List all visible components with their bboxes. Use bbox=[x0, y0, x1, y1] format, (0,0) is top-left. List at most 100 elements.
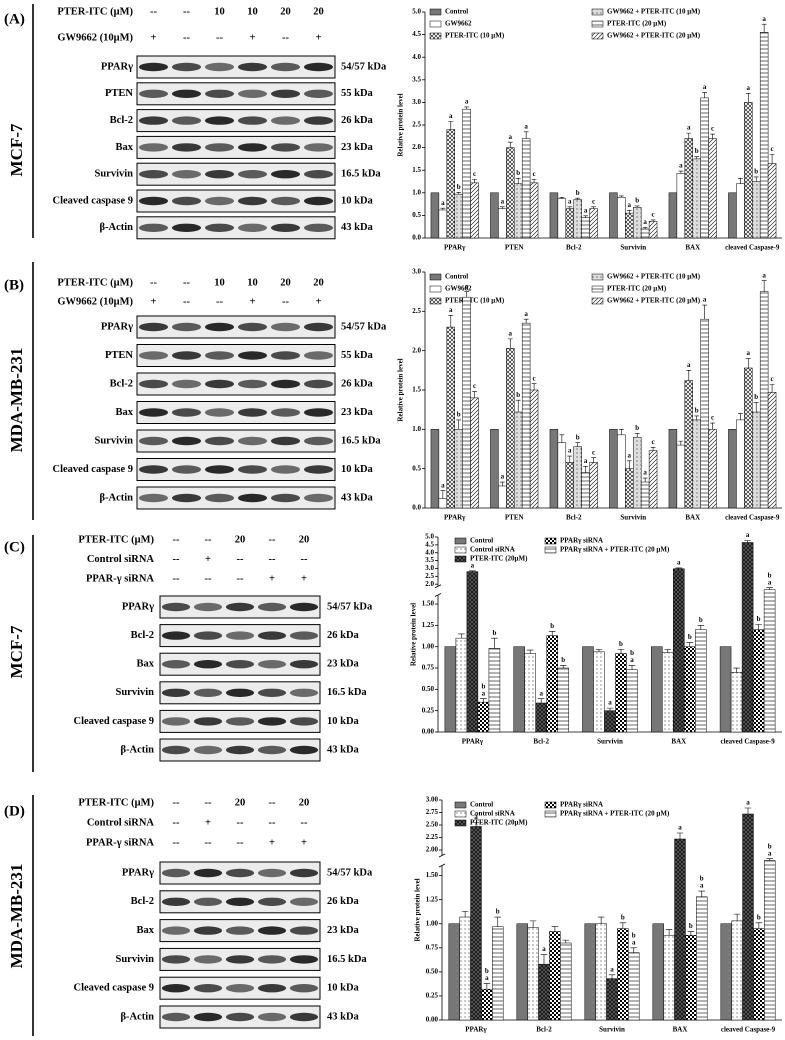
treatment-label: PTER-ITC (μM) bbox=[57, 277, 133, 288]
blot-band bbox=[225, 602, 255, 612]
bar bbox=[557, 442, 567, 509]
blot-band bbox=[171, 89, 202, 99]
significance-letter: a bbox=[465, 282, 469, 290]
y-tick-label: 3.0 bbox=[425, 564, 434, 572]
protein-label: PPARγ bbox=[101, 321, 133, 332]
blot-band bbox=[289, 688, 319, 697]
error-bar bbox=[480, 698, 487, 703]
error-bar bbox=[448, 314, 454, 328]
blot-strip bbox=[136, 344, 336, 367]
error-bar bbox=[548, 631, 556, 636]
y-tick-label: 2.5 bbox=[412, 307, 421, 315]
legend-label: PTER-ITC (20 μM) bbox=[607, 285, 667, 293]
bar bbox=[498, 485, 507, 509]
significance-letter: a bbox=[441, 199, 445, 207]
legend-swatch bbox=[591, 20, 604, 28]
blot-band bbox=[289, 717, 319, 726]
bar bbox=[454, 193, 463, 239]
blot-band bbox=[270, 465, 301, 474]
blot-band bbox=[138, 493, 169, 503]
blot-band bbox=[303, 223, 334, 232]
legend-swatch bbox=[454, 801, 467, 809]
error-bar bbox=[583, 466, 589, 473]
error-bar bbox=[753, 402, 759, 413]
blot-band bbox=[303, 116, 334, 125]
bar bbox=[549, 931, 561, 1021]
treatment-value: -- bbox=[173, 554, 180, 565]
treatment-value: -- bbox=[301, 817, 308, 828]
blot-band bbox=[171, 196, 202, 206]
blot-band bbox=[289, 631, 319, 640]
treatment-value: -- bbox=[237, 554, 244, 565]
error-bar bbox=[583, 215, 589, 218]
bar bbox=[444, 646, 457, 733]
treatment-label: PTER-ITC (μM) bbox=[57, 6, 133, 17]
molecular-weight: 23 kDa bbox=[327, 659, 360, 670]
molecular-weight: 43 kDa bbox=[327, 1011, 360, 1022]
molecular-weight: 10 kDa bbox=[327, 716, 360, 727]
error-bar bbox=[733, 667, 740, 673]
molecular-weight: 26 kDa bbox=[327, 896, 360, 907]
blot-band bbox=[204, 436, 235, 446]
legend-swatch bbox=[454, 810, 467, 818]
treatment-value: 20 bbox=[280, 6, 291, 17]
bar bbox=[446, 129, 456, 239]
blot-band bbox=[161, 631, 191, 640]
treatment-label: PTER-ITC (μM) bbox=[78, 797, 154, 808]
significance-letter: b bbox=[516, 391, 520, 399]
error-bar bbox=[464, 106, 470, 110]
blot-band bbox=[237, 322, 268, 332]
blot-band bbox=[270, 493, 301, 503]
error-bar bbox=[491, 637, 498, 649]
significance-letter: a bbox=[524, 122, 528, 130]
legend-swatch bbox=[591, 32, 604, 40]
blot-band bbox=[289, 1012, 319, 1022]
blot-band bbox=[270, 379, 301, 389]
error-bar bbox=[575, 442, 581, 447]
error-bar bbox=[562, 939, 570, 943]
blot-strip bbox=[136, 372, 336, 396]
x-tick-label: PPARγ bbox=[465, 1026, 487, 1034]
treatment-value: -- bbox=[183, 277, 190, 288]
y-tick-label: 4.5 bbox=[412, 30, 421, 38]
protein-label: β-Actin bbox=[120, 1011, 154, 1022]
axis-break bbox=[438, 863, 446, 868]
error-bar bbox=[526, 649, 534, 654]
bar bbox=[759, 291, 769, 509]
bar bbox=[589, 462, 598, 509]
legend-label: PTER-ITC (20 μM) bbox=[607, 20, 667, 28]
significance-letter: b bbox=[576, 433, 580, 441]
bar bbox=[626, 669, 638, 733]
bar bbox=[662, 652, 674, 733]
blot-band bbox=[270, 170, 301, 179]
bar bbox=[549, 429, 559, 509]
blot-band bbox=[193, 926, 223, 935]
blot-band bbox=[193, 631, 223, 640]
blot-strip bbox=[136, 458, 336, 481]
protein-label: β-Actin bbox=[99, 492, 133, 503]
treatment-value: 10 bbox=[247, 6, 258, 17]
significance-letter: a bbox=[524, 310, 528, 318]
bar bbox=[640, 228, 650, 239]
bar bbox=[446, 326, 456, 509]
blot-band bbox=[270, 223, 301, 232]
bar bbox=[684, 138, 693, 239]
significance-letter: b bbox=[621, 913, 625, 921]
treatment-value: -- bbox=[269, 534, 276, 545]
bar bbox=[557, 198, 567, 239]
error-bar bbox=[618, 429, 624, 435]
bar bbox=[521, 322, 531, 509]
bar bbox=[633, 207, 642, 239]
panel-label: (C) bbox=[4, 539, 25, 555]
blot-band bbox=[225, 745, 255, 755]
error-bar bbox=[483, 983, 491, 990]
error-bar bbox=[697, 625, 705, 630]
error-bar bbox=[664, 648, 672, 653]
error-bar bbox=[755, 624, 762, 630]
legend-swatch bbox=[429, 8, 442, 16]
blot-band bbox=[303, 493, 334, 503]
significance-letter: b bbox=[630, 649, 634, 657]
bar bbox=[490, 192, 499, 239]
molecular-weight: 54/57 kDa bbox=[341, 61, 387, 72]
bar bbox=[609, 192, 618, 239]
